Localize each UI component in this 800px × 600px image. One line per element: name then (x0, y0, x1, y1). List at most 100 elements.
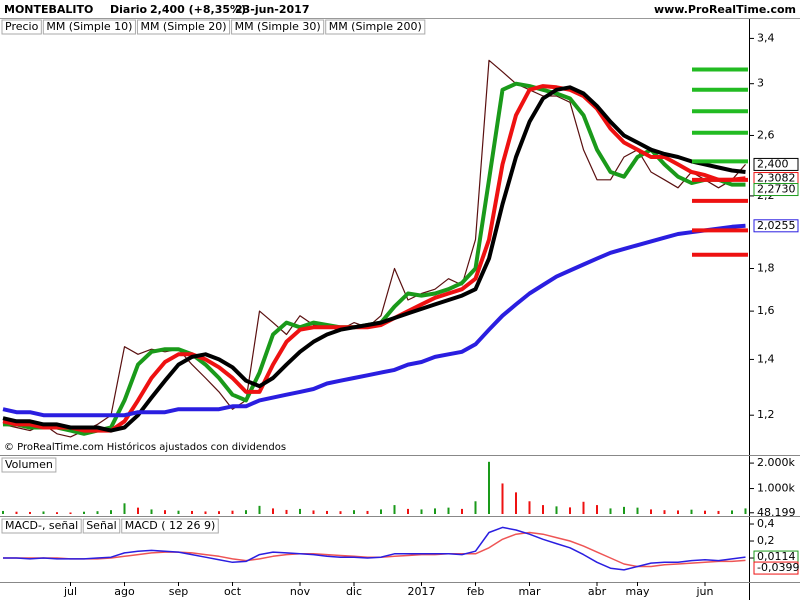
volume-bar (542, 505, 544, 514)
volume-bar (555, 506, 558, 514)
legend-entry: MM (Simple 200) (329, 20, 422, 33)
x-tick-label: jun (696, 585, 714, 598)
volume-bar (623, 506, 625, 514)
symbol: MONTEBALITO (4, 3, 93, 16)
volume-bar (353, 510, 355, 514)
volume-bar (272, 508, 274, 514)
legend-entry: MM (Simple 10) (46, 20, 132, 33)
x-tick-label: 2017 (408, 585, 436, 598)
volume-bar (434, 508, 436, 514)
volume-bar (447, 507, 450, 514)
volume-bar (366, 510, 369, 514)
x-tick-label: mar (519, 585, 541, 598)
legend-entry: MACD ( 12 26 9) (125, 519, 216, 532)
y-tick-label: 1,8 (757, 262, 775, 275)
volume-bar (245, 510, 247, 514)
x-tick-label: dic (346, 585, 362, 598)
volume-bar (231, 510, 234, 514)
volume-bar (83, 511, 85, 514)
volume-bar (690, 509, 693, 514)
volume-bar (515, 492, 517, 514)
volume-bar (582, 501, 585, 514)
series-line (2, 85, 746, 433)
legend-box (1, 457, 57, 473)
volume-bar (312, 510, 315, 514)
y-tick-label: 1.000k (757, 482, 795, 495)
volume-bar (69, 512, 72, 514)
value-tag (753, 157, 799, 171)
volume-bar (326, 510, 328, 514)
volume-bar (2, 510, 4, 514)
y-tick-label: 0,4 (757, 517, 775, 530)
legend-box (231, 19, 325, 35)
volume-bar (528, 501, 531, 514)
volume-bar (677, 510, 679, 514)
y-tick-label: 48.199 (757, 506, 796, 519)
x-tick-label: oct (224, 585, 242, 598)
volume-bar (420, 509, 423, 514)
value-tag-label: 2,3082 (757, 172, 796, 185)
y-tick-label: 2.000k (757, 456, 795, 469)
volume-bar (461, 508, 463, 514)
site: www.ProRealTime.com (654, 3, 796, 16)
legend-box (325, 19, 426, 35)
y-tick-label: 1,4 (757, 352, 775, 365)
volume-bar (15, 511, 18, 514)
volume-bar (488, 461, 490, 514)
x-tick-label: may (626, 585, 650, 598)
volume-bar (204, 511, 207, 514)
volume-bar (596, 505, 598, 514)
last-price: 2,400 (+8,35%) (150, 3, 246, 16)
value-tag-label: -0,0399 (757, 561, 799, 574)
volume-bar (393, 505, 396, 514)
legend-entry: MM (Simple 20) (140, 20, 226, 33)
volume-bar (474, 501, 477, 514)
volume-bar (56, 512, 58, 514)
legend-entry: Volumen (5, 458, 53, 471)
x-tick-label: sep (169, 585, 188, 598)
volume-bar (137, 507, 139, 514)
volume-bar (164, 510, 166, 514)
volume-bar (407, 508, 409, 514)
volume-bar (191, 510, 193, 514)
volume-bar (42, 511, 45, 514)
value-tag-label: 2,400 (757, 157, 789, 170)
legend-box (1, 19, 42, 35)
value-tag (753, 183, 799, 197)
legend-box (42, 19, 136, 35)
volume-bar (731, 510, 733, 514)
legend-entry: MACD-, señal (5, 519, 78, 532)
series-line (2, 59, 746, 438)
legend-entry: Señal (86, 519, 117, 532)
value-tag-label: 0,0114 (757, 550, 796, 563)
volume-bar (704, 510, 706, 514)
volume-bar (299, 508, 301, 514)
copyright: © ProRealTime.com Históricos ajustados c… (4, 441, 286, 453)
volume-bar (110, 510, 112, 514)
x-tick-label: feb (467, 585, 485, 598)
volume-bar (177, 510, 180, 514)
volume-bar (339, 511, 342, 514)
legend-box (82, 518, 121, 534)
y-tick-label: 3,4 (757, 31, 775, 44)
volume-bar (744, 508, 747, 514)
y-tick-label: 3 (757, 77, 764, 90)
y-tick-label: 1,6 (757, 304, 775, 317)
volume-bar (218, 511, 220, 514)
period: Diario (110, 3, 148, 16)
volume-bar (609, 508, 612, 514)
value-tag-label: 2,2730 (757, 183, 796, 196)
series-line (2, 223, 746, 418)
volume-bar (29, 511, 31, 514)
y-tick-label: 1,2 (757, 408, 775, 421)
value-tag (753, 561, 799, 575)
volume-bar (717, 510, 720, 514)
value-tag (753, 219, 799, 233)
legend-box (121, 518, 219, 534)
date: 23-jun-2017 (235, 3, 310, 16)
volume-bar (650, 509, 652, 514)
y-tick-label: 2,6 (757, 128, 775, 141)
volume-bar (636, 507, 639, 514)
volume-bar (96, 511, 99, 514)
